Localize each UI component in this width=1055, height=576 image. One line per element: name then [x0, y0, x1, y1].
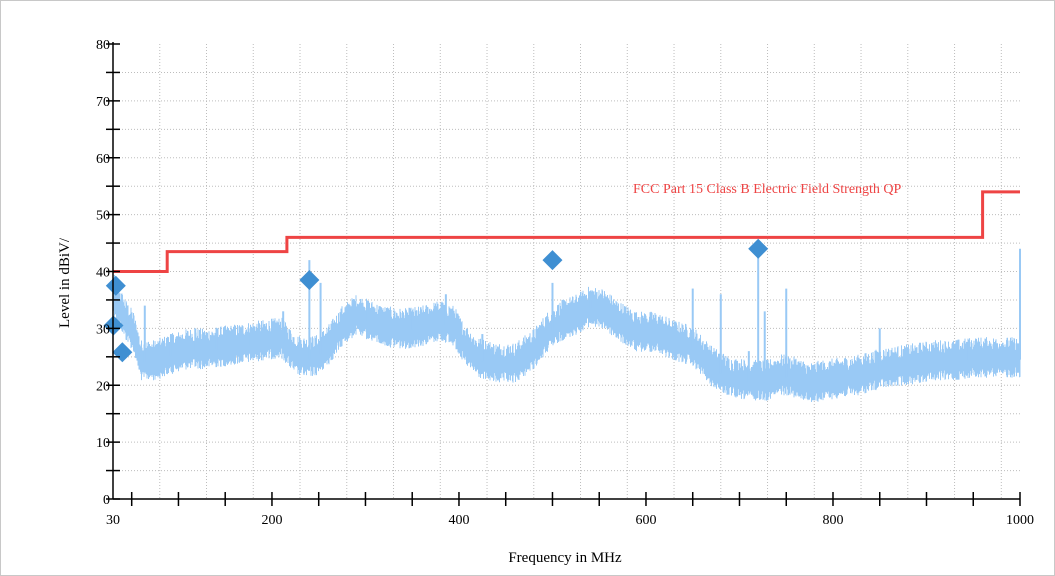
- x-tick-label: 30: [106, 513, 120, 528]
- peak-marker: [748, 238, 769, 259]
- y-tick-label: 50: [96, 209, 110, 224]
- x-tick-label: 1000: [1006, 513, 1034, 528]
- peak-marker: [112, 342, 133, 363]
- y-tick-label: 70: [96, 95, 110, 110]
- measurement-trace: [112, 248, 1021, 402]
- y-tick-label: 40: [96, 266, 110, 281]
- y-tick-label: 30: [96, 322, 110, 337]
- y-axis-title: Level in dBiV/: [57, 237, 73, 328]
- grid: [113, 44, 1020, 499]
- y-tick-label: 80: [96, 38, 110, 53]
- axes: [106, 42, 1021, 506]
- peak-marker: [105, 275, 126, 296]
- y-tick-label: 20: [96, 379, 110, 394]
- limit-line-label: FCC Part 15 Class B Electric Field Stren…: [633, 182, 902, 197]
- x-axis-title: Frequency in MHz: [508, 550, 622, 566]
- peak-marker: [542, 250, 563, 271]
- y-tick-label: 10: [96, 436, 110, 451]
- x-tick-label: 800: [822, 513, 843, 528]
- limit-line-path: [113, 190, 1020, 273]
- x-tick-label: 200: [261, 513, 282, 528]
- limit-line: [113, 190, 1020, 273]
- y-tick-label: 60: [96, 152, 110, 167]
- y-tick-label: 0: [103, 493, 110, 508]
- x-tick-label: 600: [635, 513, 656, 528]
- tick-labels: 30 200 400 600 800 1000 0 10 20 30 40 50 60 70 80: [96, 38, 1034, 528]
- x-tick-label: 400: [448, 513, 469, 528]
- peak-marker: [299, 270, 320, 291]
